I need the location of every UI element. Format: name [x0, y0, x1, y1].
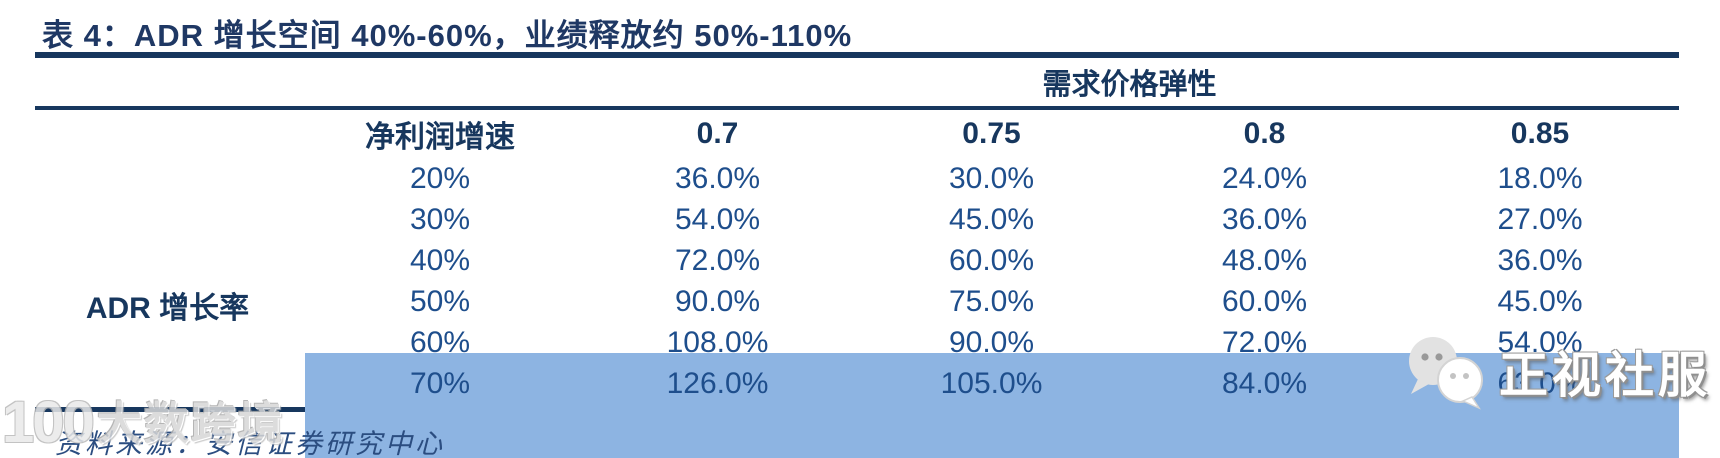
value-cell: 72.0% [674, 243, 761, 277]
header-divider [35, 106, 1679, 110]
value-cell: 84.0% [1221, 366, 1308, 400]
value-cell: 90.0% [674, 284, 761, 318]
col-header-0-85: 0.85 [1510, 117, 1570, 150]
wechat-icon [1405, 336, 1491, 415]
table-row-highlighted: 60% 108.0% 90.0% 72.0% 54.0% [35, 322, 1679, 363]
value-cell: 36.0% [1221, 202, 1308, 236]
value-cell: 60.0% [948, 243, 1035, 277]
value-cell: 45.0% [948, 202, 1035, 236]
value-cell: 90.0% [948, 325, 1035, 359]
table-row-highlighted: 50% 90.0% 75.0% 60.0% 45.0% [35, 281, 1679, 322]
row-label: 50% [409, 284, 471, 318]
row-label: 30% [409, 202, 471, 236]
table-row: 20% 36.0% 30.0% 24.0% 18.0% [35, 158, 1679, 199]
watermark-left-text: 大数跨境 [96, 397, 285, 449]
value-cell: 105.0% [940, 366, 1043, 400]
row-label: 40% [409, 243, 471, 277]
value-cell: 36.0% [1497, 243, 1583, 277]
value-cell: 30.0% [948, 161, 1035, 195]
table-row-highlighted: 40% 72.0% 60.0% 48.0% 36.0% [35, 240, 1679, 281]
data-table: 净利润增速 0.7 0.75 0.8 0.85 20% 36.0% 30.0% … [35, 110, 1679, 458]
table-title: 表 4：ADR 增长空间 40%-60%，业绩释放约 50%-110% [42, 18, 853, 53]
value-cell: 108.0% [666, 325, 769, 359]
value-cell: 60.0% [1221, 284, 1308, 318]
col-header-0-7: 0.7 [696, 117, 739, 150]
col-header-0-75: 0.75 [962, 117, 1021, 150]
value-cell: 126.0% [666, 366, 769, 400]
source-note: 资料来源：安信证券研究中心 [55, 429, 445, 458]
column-group-header-demand-price-elasticity: 需求价格弹性 [1042, 69, 1217, 101]
row-label: 70% [409, 366, 471, 400]
value-cell: 54.0% [1497, 325, 1583, 359]
value-cell: 63.0% [1497, 366, 1583, 400]
value-cell: 45.0% [1497, 284, 1583, 318]
value-cell: 72.0% [1221, 325, 1308, 359]
col-header-net-profit-growth: 净利润增速 [365, 121, 515, 154]
top-divider [35, 52, 1679, 58]
table-row: 70% 126.0% 105.0% 84.0% 63.0% [35, 363, 1679, 404]
value-cell: 75.0% [948, 284, 1035, 318]
value-cell: 27.0% [1497, 202, 1583, 236]
row-group-label-adr-growth: ADR 增长率 [85, 292, 250, 325]
value-cell: 18.0% [1497, 161, 1583, 195]
table-header-row: 净利润增速 0.7 0.75 0.8 0.85 [35, 110, 1679, 158]
row-label: 20% [409, 161, 471, 195]
value-cell: 24.0% [1221, 161, 1308, 195]
watermark-right: 正视社服 [1405, 336, 1711, 415]
row-label: 60% [409, 325, 471, 359]
watermark-100-logo: 100 [2, 390, 95, 455]
table-row: 30% 54.0% 45.0% 36.0% 27.0% [35, 199, 1679, 240]
value-cell: 36.0% [674, 161, 761, 195]
col-header-0-8: 0.8 [1243, 117, 1286, 150]
value-cell: 48.0% [1221, 243, 1308, 277]
value-cell: 54.0% [674, 202, 761, 236]
watermark-right-text: 正视社服 [1499, 349, 1712, 403]
watermark-left: 100 大数跨境 [2, 394, 285, 452]
